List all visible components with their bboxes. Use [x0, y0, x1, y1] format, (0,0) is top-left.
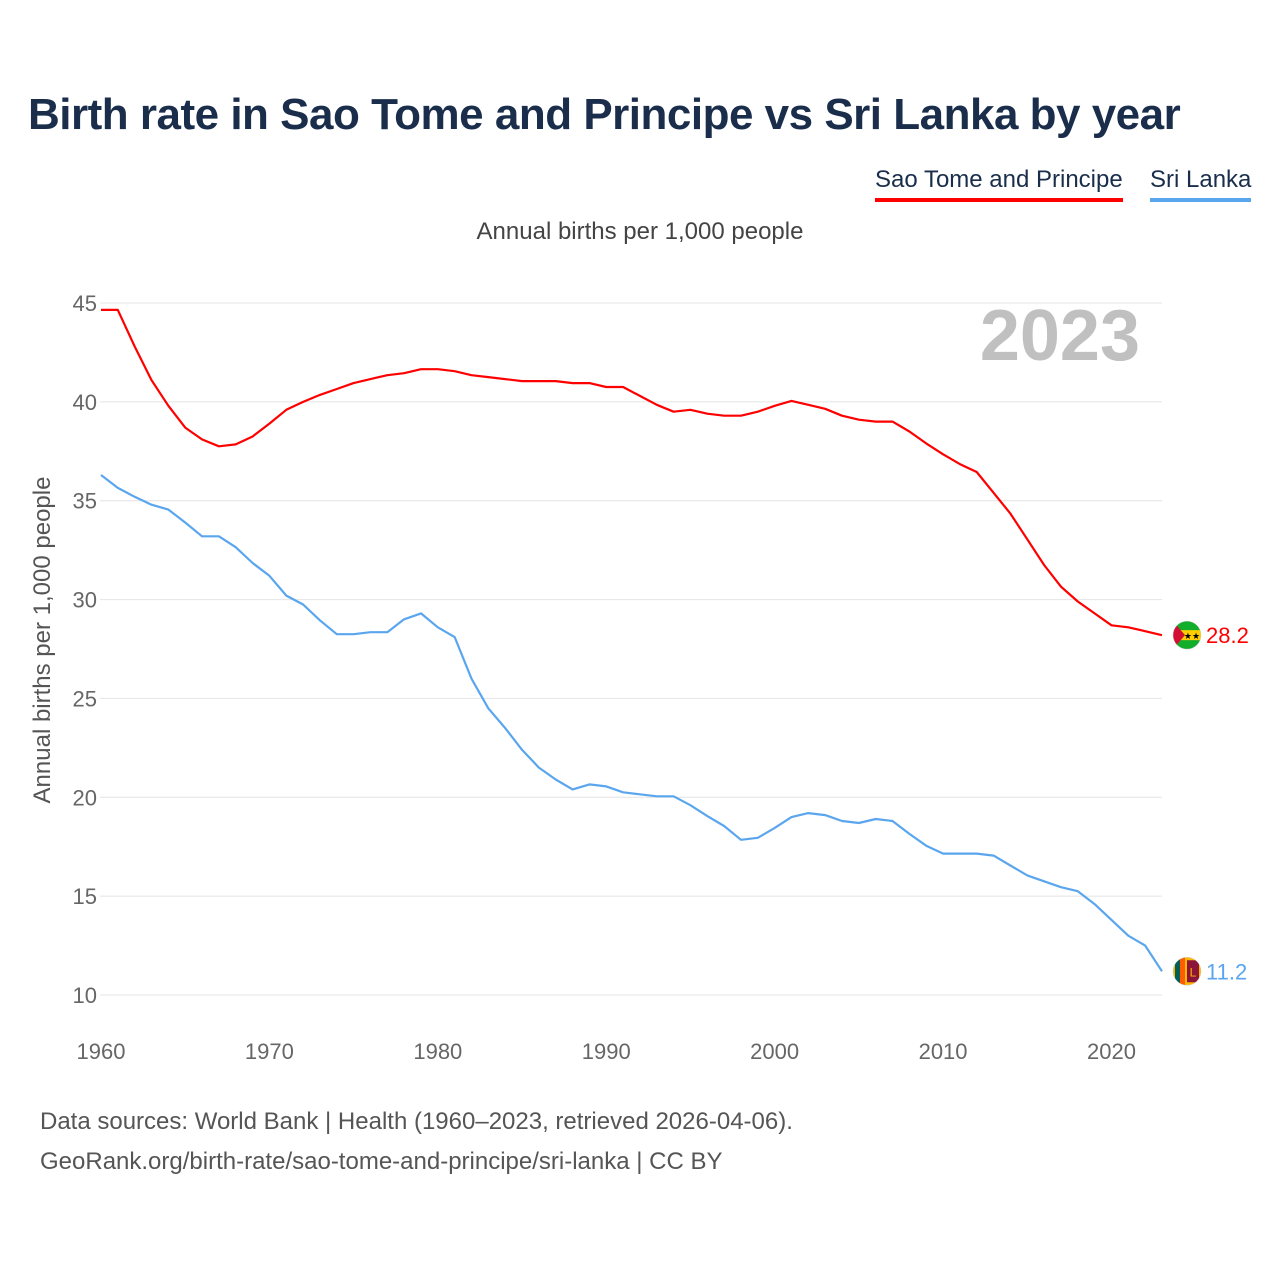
flag-border — [1172, 620, 1202, 650]
y-tick-label: 30 — [73, 588, 97, 613]
end-value-label: 11.2 — [1206, 959, 1247, 984]
flag-body: ★★ — [1173, 621, 1201, 650]
series-lines — [100, 308, 1163, 972]
y-axis-label: Annual births per 1,000 people — [29, 477, 56, 804]
x-tick-label: 1960 — [77, 1039, 126, 1064]
flag-body: L — [1173, 957, 1201, 986]
sri-lanka-flag-icon: L — [1172, 957, 1202, 986]
x-tick-label: 2000 — [750, 1039, 799, 1064]
sao-tome-flag-icon: ★★ — [1172, 620, 1202, 650]
end-value-label: 28.2 — [1206, 623, 1249, 648]
flag-maroon — [1187, 960, 1199, 983]
x-axis-ticks: 1960 1970 1980 1990 2000 2010 2020 — [77, 1039, 1136, 1064]
y-tick-label: 45 — [73, 291, 97, 316]
y-tick-label: 15 — [73, 884, 97, 909]
source-text: Data sources: World Bank | Health (1960–… — [40, 1108, 793, 1135]
x-tick-label: 2010 — [919, 1039, 968, 1064]
chart-title: Birth rate in Sao Tome and Principe vs S… — [28, 90, 1181, 139]
end-markers: ★★ 28.2 L 11.2 — [1172, 620, 1249, 986]
y-tick-label: 40 — [73, 390, 97, 415]
x-tick-label: 1990 — [582, 1039, 631, 1064]
year-watermark: 2023 — [980, 296, 1140, 376]
y-tick-label: 10 — [73, 983, 97, 1008]
flag-red-triangle — [1173, 621, 1185, 650]
series-line-sao-tome — [101, 308, 1163, 637]
chart-subtitle: Annual births per 1,000 people — [476, 218, 804, 245]
legend-item-sri-lanka[interactable]: Sri Lanka — [1150, 166, 1252, 202]
x-tick-label: 1970 — [245, 1039, 294, 1064]
flag-orange — [1180, 957, 1185, 986]
legend-item-sao-tome[interactable]: Sao Tome and Principe — [875, 166, 1123, 202]
series-line-sri-lanka — [100, 474, 1163, 972]
flag-green — [1175, 957, 1180, 986]
flag-stars: ★★ — [1184, 631, 1200, 641]
flag-lion: L — [1190, 965, 1197, 979]
y-tick-label: 25 — [73, 686, 97, 711]
gridlines — [100, 302, 1162, 996]
y-axis-ticks: 10 15 20 25 30 35 40 45 — [73, 291, 97, 1008]
x-tick-label: 2020 — [1087, 1039, 1136, 1064]
source-url[interactable]: GeoRank.org/birth-rate/sao-tome-and-prin… — [40, 1148, 723, 1175]
flag-border — [1172, 957, 1202, 986]
y-tick-label: 20 — [73, 785, 97, 810]
flag-yellow — [1173, 630, 1201, 641]
y-tick-label: 35 — [73, 489, 97, 514]
x-tick-label: 1980 — [413, 1039, 462, 1064]
